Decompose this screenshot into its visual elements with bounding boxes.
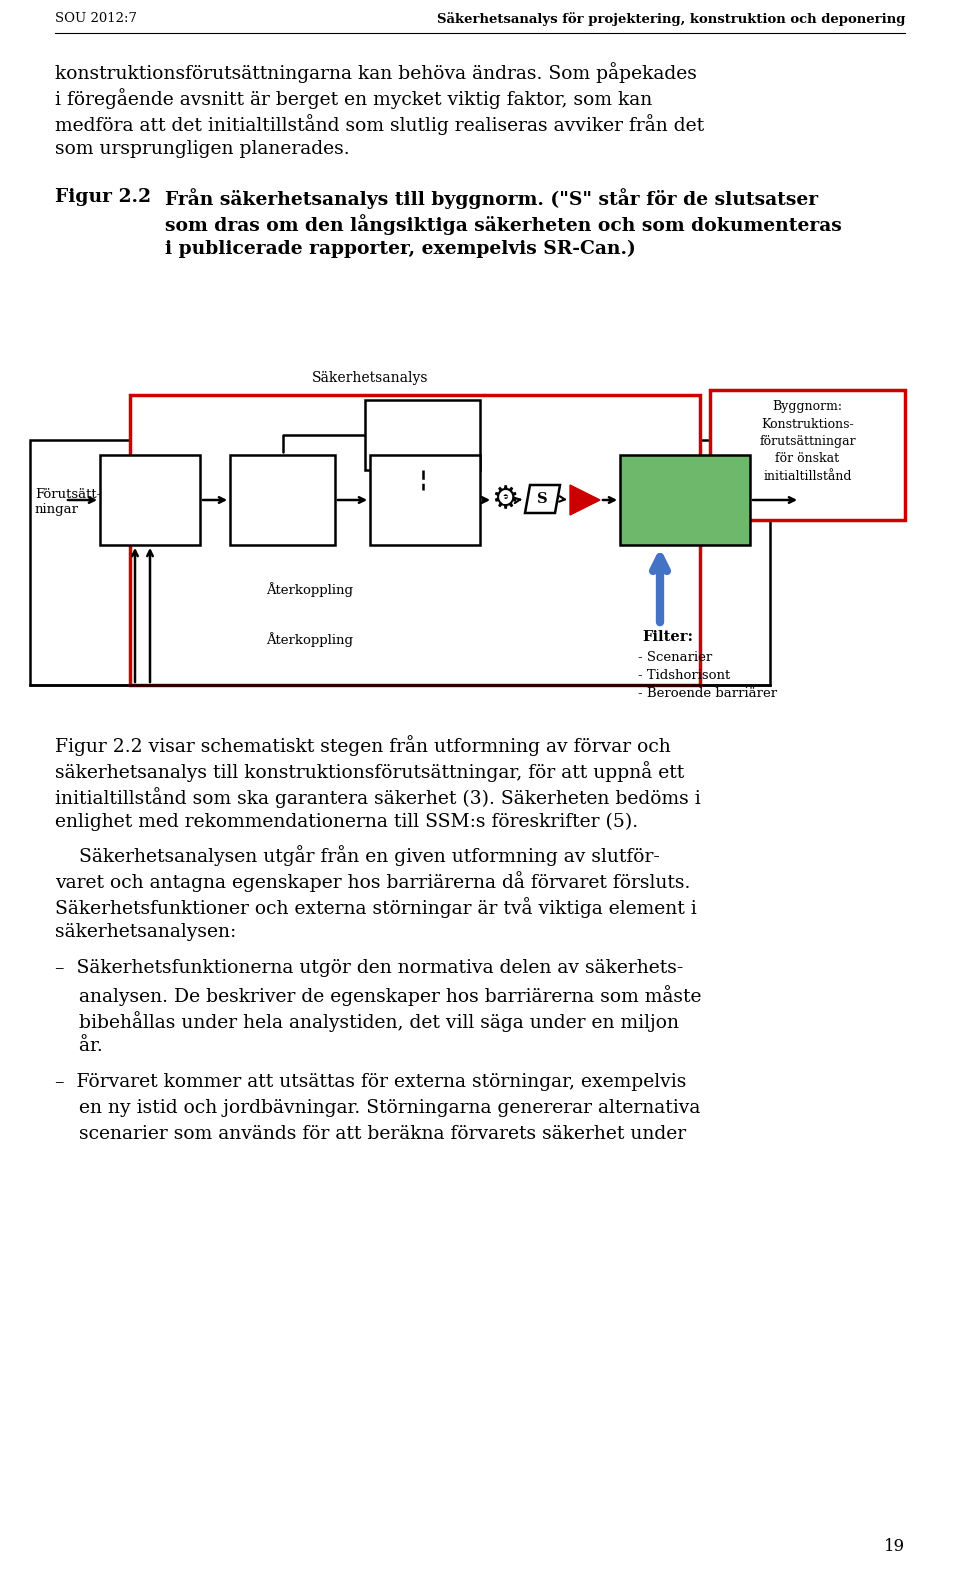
Bar (365, 400, 480, 470)
Text: Säkerhetsanalys för projektering, konstruktion och deponering: Säkerhetsanalys för projektering, konstr… (437, 13, 905, 25)
Text: 2. Säker-
hets funk-
tioner: 2. Säker- hets funk- tioner (249, 462, 316, 507)
Text: Säkerhetsfunktioner och externa störningar är två viktiga element i: Säkerhetsfunktioner och externa störning… (55, 897, 697, 919)
Text: Figur 2.2: Figur 2.2 (55, 189, 151, 206)
Polygon shape (525, 484, 560, 513)
Polygon shape (570, 484, 600, 514)
Text: medföra att det initialtillstånd som slutlig realiseras avviker från det: medföra att det initialtillstånd som slu… (55, 113, 704, 135)
Text: enlighet med rekommendationerna till SSM:s föreskrifter (5).: enlighet med rekommendationerna till SSM… (55, 813, 638, 831)
Bar (30, 440, 770, 684)
Bar (130, 395, 700, 684)
Text: Säkerhetsanalys: Säkerhetsanalys (312, 371, 428, 385)
Text: som dras om den långsiktiga säkerheten och som dokumenteras: som dras om den långsiktiga säkerheten o… (165, 214, 842, 234)
Text: - Scenarier: - Scenarier (638, 651, 712, 664)
Text: 4. Be-
räkningar: 4. Be- räkningar (392, 462, 458, 491)
Text: år.: år. (55, 1037, 103, 1055)
Text: 1. Utform-
ning av
förvar: 1. Utform- ning av förvar (115, 462, 185, 507)
Text: Figur 2.2 visar schematiskt stegen från utformning av förvar och: Figur 2.2 visar schematiskt stegen från … (55, 735, 671, 757)
Text: - Beroende barriärer: - Beroende barriärer (638, 687, 778, 700)
Text: en ny istid och jordbävningar. Störningarna genererar alternativa: en ny istid och jordbävningar. Störninga… (55, 1100, 701, 1117)
Text: i föregående avsnitt är berget en mycket viktig faktor, som kan: i föregående avsnitt är berget en mycket… (55, 88, 652, 109)
Bar (230, 455, 335, 544)
Bar (620, 455, 750, 544)
Text: 3.  Externa
störningar: 3. Externa störningar (385, 407, 460, 436)
Text: 19: 19 (884, 1538, 905, 1556)
Text: 6. Kon-
struktions-
föruts.: 6. Kon- struktions- föruts. (642, 462, 728, 510)
Text: S: S (538, 492, 548, 507)
Text: konstruktionsförutsättningarna kan behöva ändras. Som påpekades: konstruktionsförutsättningarna kan behöv… (55, 61, 697, 83)
Text: –  Säkerhetsfunktionerna utgör den normativa delen av säkerhets-: – Säkerhetsfunktionerna utgör den normat… (55, 960, 684, 977)
Text: Förutsätt-
ningar: Förutsätt- ningar (35, 488, 101, 516)
Text: Säkerhetsanalysen utgår från en given utformning av slutför-: Säkerhetsanalysen utgår från en given ut… (55, 845, 660, 867)
Text: Återkoppling: Återkoppling (267, 632, 353, 648)
Text: säkerhetsanalysen:: säkerhetsanalysen: (55, 923, 236, 941)
Text: Från säkerhetsanalys till byggnorm. ("S" står för de slutsatser: Från säkerhetsanalys till byggnorm. ("S"… (165, 189, 818, 209)
Text: i publicerade rapporter, exempelvis SR-Can.): i publicerade rapporter, exempelvis SR-C… (165, 241, 636, 258)
Text: som ursprungligen planerades.: som ursprungligen planerades. (55, 140, 349, 157)
Bar (710, 390, 905, 521)
Text: 5: 5 (502, 495, 509, 507)
Text: Byggnorm:
Konstruktions-
förutsättningar
för önskat
initialtillstånd: Byggnorm: Konstruktions- förutsättningar… (759, 400, 855, 483)
Text: - Tidshorisont: - Tidshorisont (638, 669, 731, 683)
Text: Återkoppling: Återkoppling (267, 582, 353, 598)
Text: Filter:: Filter: (642, 631, 693, 643)
Text: säkerhetsanalys till konstruktionsförutsättningar, för att uppnå ett: säkerhetsanalys till konstruktionsföruts… (55, 761, 684, 782)
Text: analysen. De beskriver de egenskaper hos barriärerna som måste: analysen. De beskriver de egenskaper hos… (55, 985, 702, 1007)
Text: –  Förvaret kommer att utsättas för externa störningar, exempelvis: – Förvaret kommer att utsättas för exter… (55, 1073, 686, 1092)
Text: SOU 2012:7: SOU 2012:7 (55, 13, 137, 25)
Text: bibehållas under hela analystiden, det vill säga under en miljon: bibehållas under hela analystiden, det v… (55, 1011, 679, 1032)
Text: initialtillstånd som ska garantera säkerhet (3). Säkerheten bedöms i: initialtillstånd som ska garantera säker… (55, 786, 701, 809)
Text: scenarier som används för att beräkna förvarets säkerhet under: scenarier som används för att beräkna fö… (55, 1125, 686, 1144)
Text: varet och antagna egenskaper hos barriärerna då förvaret försluts.: varet och antagna egenskaper hos barriär… (55, 871, 690, 892)
Text: ⚙: ⚙ (492, 486, 518, 514)
Bar (370, 455, 480, 544)
Bar (100, 455, 200, 544)
